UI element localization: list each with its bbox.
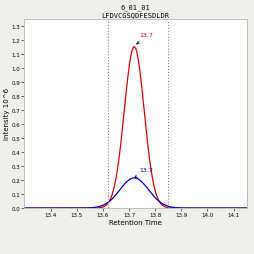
Title: 6_01_01
LFDVCGSQDFESDLDR: 6_01_01 LFDVCGSQDFESDLDR: [101, 4, 169, 18]
Text: 13.7: 13.7: [134, 168, 153, 178]
Text: 13.7: 13.7: [136, 33, 153, 45]
Y-axis label: Intensity 10^6: Intensity 10^6: [4, 88, 10, 140]
X-axis label: Retention Time: Retention Time: [109, 219, 161, 225]
